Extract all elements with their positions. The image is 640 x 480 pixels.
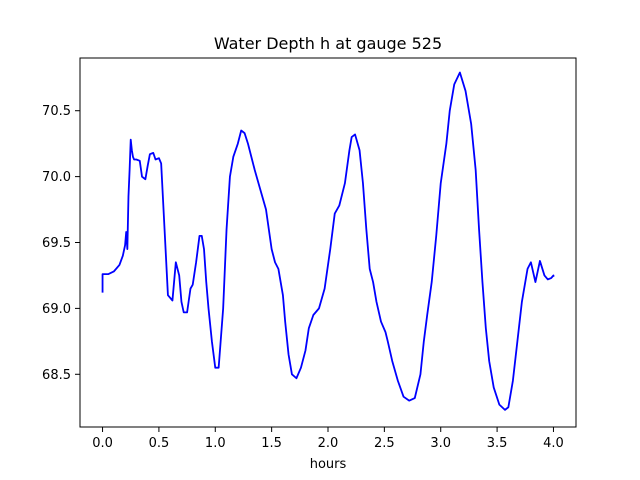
x-tick-label: 2.5 xyxy=(374,436,395,451)
x-tick-label: 2.0 xyxy=(318,436,339,451)
y-tick-label: 70.5 xyxy=(42,104,71,119)
x-tick-label: 0.5 xyxy=(149,436,170,451)
series-line-water-depth xyxy=(101,71,555,411)
y-axis: 68.5 69.0 69.5 70.0 70.5 xyxy=(42,104,80,383)
chart-title: Water Depth h at gauge 525 xyxy=(214,34,442,53)
x-tick-label: 0.0 xyxy=(92,436,113,451)
x-tick-label: 3.0 xyxy=(430,436,451,451)
x-axis-label: hours xyxy=(310,457,347,472)
y-tick-label: 68.5 xyxy=(42,368,71,383)
x-axis: 0.0 0.5 1.0 1.5 2.0 2.5 3.0 3.5 4.0 xyxy=(92,427,564,451)
x-tick-label: 1.0 xyxy=(205,436,226,451)
x-tick-label: 1.5 xyxy=(261,436,282,451)
plot-area xyxy=(101,71,555,411)
x-tick-label: 4.0 xyxy=(543,436,564,451)
y-tick-label: 70.0 xyxy=(42,170,71,185)
y-tick-label: 69.5 xyxy=(42,236,71,251)
y-tick-label: 69.0 xyxy=(42,302,71,317)
x-tick-label: 3.5 xyxy=(487,436,508,451)
